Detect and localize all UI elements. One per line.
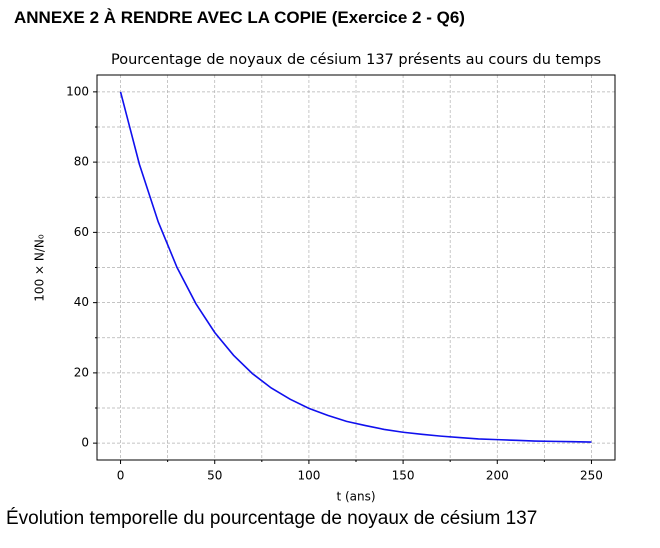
chart-title: Pourcentage de noyaux de césium 137 prés…	[111, 52, 601, 68]
caption: Évolution temporelle du pourcentage de n…	[6, 508, 538, 529]
x-tick-label: 100	[297, 469, 320, 483]
y-tick-label: 20	[74, 365, 89, 379]
chart: Pourcentage de noyaux de césium 137 prés…	[33, 52, 616, 504]
y-label: 100 × N/N₀	[33, 234, 47, 302]
x-tick-label: 200	[486, 469, 509, 483]
y-tick-label: 0	[81, 436, 89, 450]
x-label: t (ans)	[336, 490, 375, 504]
x-tick-label: 50	[207, 469, 222, 483]
y-tick-label: 80	[74, 155, 89, 169]
header: ANNEXE 2 À RENDRE AVEC LA COPIE (Exercic…	[14, 8, 465, 27]
y-tick-label: 100	[66, 84, 89, 98]
x-tick-label: 250	[580, 469, 603, 483]
x-tick-label: 150	[392, 469, 415, 483]
x-tick-label: 0	[117, 469, 125, 483]
y-tick-label: 40	[74, 295, 89, 309]
plot-frame	[96, 74, 616, 461]
data-line	[119, 91, 592, 443]
y-tick-label: 60	[74, 225, 89, 239]
